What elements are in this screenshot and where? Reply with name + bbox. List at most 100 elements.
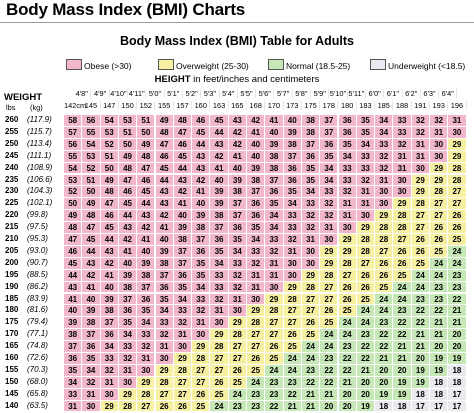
bmi-cell: 35: [173, 281, 193, 294]
bmi-cell: 45: [137, 186, 156, 199]
bmi-cell: 29: [338, 234, 357, 246]
weight-lbs-label: 190: [5, 281, 19, 291]
bmi-cell: 30: [338, 222, 357, 234]
bmi-cell: 49: [155, 115, 174, 127]
bmi-cell: 24: [210, 400, 229, 413]
bmi-cell: 37: [173, 245, 193, 258]
bmi-cell: 42: [228, 138, 247, 151]
bmi-cell: 35: [210, 245, 229, 258]
bmi-cell: 31: [64, 400, 83, 413]
bmi-cell: 41: [155, 222, 174, 234]
weight-kg-label: (108.9): [27, 162, 53, 172]
bmi-cell: 30: [375, 198, 394, 211]
bmi-cell: 33: [210, 269, 229, 282]
bmi-cell: 19: [356, 400, 376, 413]
bmi-cell: 26: [155, 400, 174, 413]
bmi-cell: 24: [356, 305, 376, 318]
bmi-cell: 40: [118, 257, 138, 270]
bmi-cell: 26: [173, 400, 193, 413]
bmi-cell: 42: [228, 126, 247, 139]
bmi-cell: 23: [247, 388, 266, 401]
weight-kg-label: (93.0): [27, 245, 48, 255]
weight-kg-label: (115.7): [27, 126, 52, 136]
bmi-cell: 44: [155, 174, 174, 187]
bmi-cell: 40: [265, 126, 284, 139]
weight-kg-label: (106.6): [27, 174, 53, 184]
bmi-cell: 32: [173, 317, 193, 330]
bmi-cell: 17: [411, 400, 430, 413]
legend-label-obese: Obese (>30): [84, 61, 132, 71]
height-feet-header: 6'2": [403, 89, 421, 98]
bmi-cell: 33: [100, 353, 119, 365]
bmi-cell: 27: [137, 400, 156, 413]
bmi-cell: 47: [155, 138, 174, 151]
bmi-cell: 41: [137, 234, 156, 246]
bmi-cell: 20: [430, 341, 449, 353]
height-feet-header: 6'4": [439, 89, 458, 98]
bmi-cell: 36: [338, 115, 357, 127]
bmi-cell: 32: [320, 210, 339, 223]
bmi-cell: 25: [301, 329, 321, 342]
bmi-cell: 35: [301, 162, 321, 175]
bmi-cell: 25: [265, 353, 284, 365]
bmi-cell: 24: [430, 257, 449, 270]
bmi-cell: 42: [100, 257, 119, 270]
bmi-cell: 37: [155, 269, 174, 282]
bmi-cell: 35: [155, 293, 174, 306]
bmi-cell: 32: [155, 329, 174, 342]
bmi-cell: 49: [137, 138, 156, 151]
bmi-cell: 28: [448, 162, 467, 175]
bmi-cell: 48: [64, 222, 83, 234]
bmi-cell: 45: [82, 234, 101, 246]
bmi-cell: 27: [430, 210, 449, 223]
bmi-cell: 25: [393, 269, 412, 282]
bmi-cell: 28: [356, 234, 376, 246]
bmi-cell: 24: [283, 353, 302, 365]
bmi-cell: 31: [356, 186, 376, 199]
bmi-cell: 34: [375, 115, 394, 127]
bmi-cell: 28: [356, 245, 376, 258]
bmi-cell: 31: [265, 269, 284, 282]
bmi-cell: 32: [430, 115, 449, 127]
bmi-cell: 21: [430, 329, 449, 342]
bmi-cell: 39: [210, 198, 229, 211]
bmi-cell: 48: [155, 126, 174, 139]
bmi-cell: 23: [283, 376, 302, 389]
bmi-cell: 24: [320, 329, 339, 342]
bmi-cell: 28: [210, 341, 229, 353]
bmi-cell: 33: [320, 186, 339, 199]
bmi-cell: 41: [265, 115, 284, 127]
bmi-cell: 24: [301, 341, 321, 353]
bmi-cell: 30: [430, 150, 449, 163]
bmi-cell: 31: [265, 257, 284, 270]
height-cm-header: 157: [174, 101, 193, 110]
bmi-cell: 20: [411, 353, 430, 365]
bmi-cell: 34: [265, 222, 284, 234]
bmi-cell: 43: [82, 257, 101, 270]
bmi-cell: 24: [265, 364, 284, 377]
bmi-cell: 35: [320, 150, 339, 163]
bmi-cell: 28: [338, 257, 357, 270]
bmi-cell: 40: [283, 115, 302, 127]
lbs-unit-label: lbs: [6, 103, 16, 112]
bmi-cell: 20: [356, 376, 376, 389]
bmi-cell: 37: [265, 174, 284, 187]
weight-lbs-label: 160: [5, 353, 19, 362]
bmi-cell: 32: [137, 341, 156, 353]
kg-unit-label: (kg): [30, 103, 43, 112]
height-title-bold: HEIGHT: [154, 74, 191, 85]
height-feet-header: 4'11": [128, 89, 147, 98]
legend-item-normal: Normal (18.5-25): [268, 59, 350, 73]
bmi-cell: 31: [338, 198, 357, 211]
bmi-cell: 36: [118, 305, 138, 318]
bmi-cell: 22: [393, 329, 412, 342]
bmi-cell: 26: [393, 245, 412, 258]
bmi-cell: 28: [448, 174, 467, 187]
bmi-cell: 44: [100, 234, 119, 246]
bmi-cell: 37: [228, 198, 247, 211]
weight-lbs-label: 235: [5, 174, 19, 184]
bmi-cell: 28: [375, 234, 394, 246]
bmi-cell: 32: [228, 281, 247, 294]
bmi-cell: 56: [82, 115, 101, 127]
legend-swatch-obese: [66, 59, 82, 70]
